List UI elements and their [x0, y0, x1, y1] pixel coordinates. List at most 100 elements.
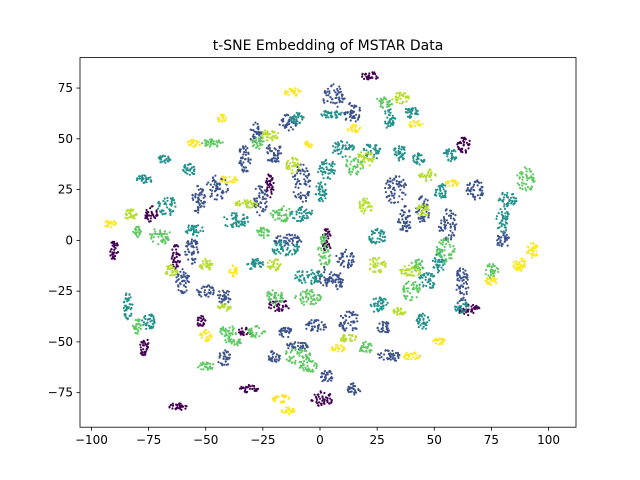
data-point: [218, 290, 221, 293]
data-point: [372, 257, 375, 260]
data-point: [278, 217, 281, 220]
data-point: [402, 93, 405, 97]
data-point: [421, 159, 424, 162]
data-point: [233, 271, 236, 274]
data-point: [225, 190, 228, 193]
data-point: [412, 157, 415, 160]
data-point: [446, 237, 449, 241]
data-point: [388, 180, 391, 183]
data-point: [318, 185, 321, 188]
data-point: [379, 307, 382, 310]
data-point: [439, 253, 442, 256]
data-point: [226, 350, 229, 353]
data-point: [291, 115, 294, 119]
data-point: [221, 289, 224, 292]
data-point: [364, 208, 367, 211]
data-point: [409, 226, 412, 229]
data-point: [475, 304, 478, 307]
data-point: [223, 306, 226, 309]
data-point: [406, 290, 409, 293]
data-point: [488, 276, 491, 279]
data-point: [455, 309, 458, 312]
data-point: [145, 181, 148, 184]
data-point: [274, 134, 277, 137]
data-point: [313, 364, 316, 367]
data-point: [507, 213, 510, 216]
data-point: [275, 353, 278, 356]
data-point: [262, 210, 265, 213]
data-point: [305, 327, 308, 330]
data-point: [323, 370, 326, 373]
data-point: [506, 201, 509, 205]
data-point: [408, 116, 412, 119]
data-point: [196, 316, 200, 319]
data-point: [254, 261, 257, 265]
data-point: [479, 187, 482, 190]
data-point: [260, 139, 263, 142]
data-point: [243, 169, 246, 172]
data-point: [417, 258, 420, 261]
data-point: [500, 225, 503, 228]
data-point: [182, 168, 185, 171]
data-point: [321, 166, 324, 169]
data-point: [220, 305, 223, 308]
data-point: [230, 223, 233, 226]
data-point: [227, 307, 230, 310]
data-point: [417, 316, 420, 320]
data-point: [372, 157, 375, 160]
data-point: [234, 332, 237, 335]
data-point: [291, 347, 294, 350]
data-point: [450, 253, 453, 256]
data-point: [163, 159, 166, 162]
data-point: [317, 404, 320, 407]
data-point: [317, 253, 321, 256]
data-point: [219, 183, 222, 186]
data-point: [305, 214, 309, 217]
data-point: [420, 154, 423, 157]
data-point: [288, 359, 291, 363]
data-point: [441, 261, 444, 264]
data-point: [323, 110, 326, 113]
data-point: [425, 271, 428, 275]
data-point: [282, 236, 285, 239]
data-point: [497, 212, 500, 215]
data-point: [179, 270, 182, 273]
data-point: [504, 226, 507, 229]
data-point: [313, 325, 316, 329]
data-point: [344, 314, 347, 317]
data-point: [331, 151, 334, 154]
data-point: [454, 150, 457, 153]
data-point: [369, 209, 372, 212]
data-point: [306, 361, 309, 364]
data-point: [176, 404, 179, 407]
data-point: [417, 207, 420, 210]
data-point: [347, 259, 350, 262]
data-point: [331, 169, 335, 172]
data-point: [318, 199, 321, 203]
data-point: [525, 176, 529, 180]
data-point: [386, 327, 389, 330]
data-point: [282, 249, 285, 252]
data-point: [315, 367, 318, 370]
data-point: [301, 296, 304, 299]
data-point: [196, 366, 200, 369]
data-point: [282, 305, 285, 308]
data-point: [400, 271, 403, 275]
data-point: [387, 110, 390, 113]
data-point: [256, 144, 259, 147]
data-point: [411, 107, 414, 110]
data-point: [410, 108, 413, 111]
data-point: [438, 241, 441, 244]
data-point: [393, 354, 396, 357]
data-point: [416, 113, 419, 116]
data-point: [201, 362, 204, 366]
data-point: [401, 224, 404, 228]
data-point: [370, 152, 373, 155]
data-point: [290, 356, 293, 359]
data-point: [197, 209, 200, 212]
data-point: [324, 281, 327, 284]
data-point: [376, 97, 379, 100]
data-point: [266, 193, 269, 196]
data-point: [299, 279, 302, 282]
data-point: [378, 356, 381, 360]
